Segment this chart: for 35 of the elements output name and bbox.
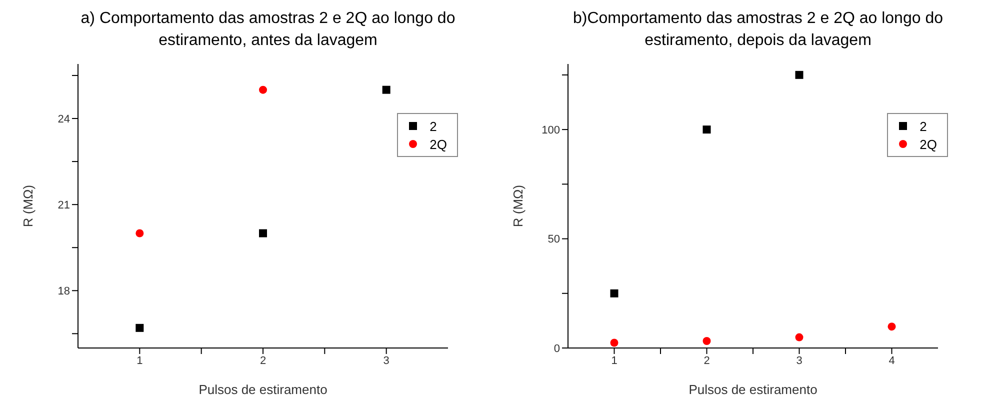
x-tick-label: 4 <box>888 354 895 367</box>
point <box>702 126 711 134</box>
legend-label: 2 <box>430 118 437 134</box>
x-tick-label: 2 <box>704 354 710 367</box>
legend-label: 2 <box>920 118 927 134</box>
point <box>259 229 267 238</box>
chart-title: b)Comportamento das amostras 2 e 2Q ao longo do estiramento, depois da lavagem <box>572 9 944 51</box>
y-tick-label: 18 <box>58 286 70 298</box>
y-tick-label: 50 <box>548 234 560 246</box>
point <box>610 338 618 347</box>
point <box>136 229 144 238</box>
point <box>610 289 618 298</box>
y-tick-label: 21 <box>58 199 70 212</box>
point <box>136 324 144 332</box>
x-tick-label: 3 <box>383 354 390 367</box>
x-tick-label: 2 <box>260 354 266 367</box>
x-tick-label: 3 <box>796 354 802 367</box>
y-tick-label: 0 <box>554 342 560 355</box>
point <box>382 86 390 94</box>
point <box>795 70 804 79</box>
x-tick-label: 1 <box>136 354 143 367</box>
x-axis-title: Pulsos de estiramento <box>198 382 328 397</box>
x-axis-title: Pulsos de estiramento <box>688 382 818 397</box>
legend-label: 2Q <box>430 136 447 152</box>
legend-label: 2Q <box>920 136 937 152</box>
y-axis-title: R (MΩ) <box>20 184 36 228</box>
y-axis-title: R (MΩ) <box>510 184 526 228</box>
point <box>259 86 267 94</box>
x-tick-label: 1 <box>611 354 618 367</box>
point <box>795 333 804 342</box>
chart-title: a) Comportamento das amostras 2 e 2Q ao longo do estiramento, antes da lavagem <box>80 9 456 51</box>
point <box>888 322 896 331</box>
point <box>702 337 711 346</box>
y-tick-label: 24 <box>58 113 70 126</box>
y-tick-label: 100 <box>542 124 560 136</box>
